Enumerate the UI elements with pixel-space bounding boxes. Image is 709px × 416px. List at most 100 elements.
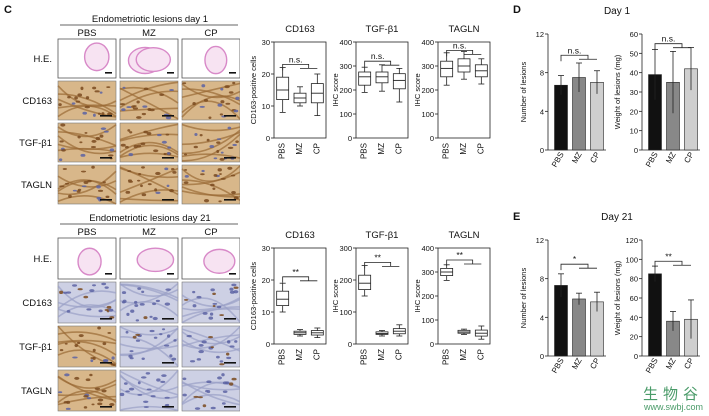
dab-positive-cell bbox=[83, 295, 89, 299]
nucleus bbox=[166, 403, 170, 407]
y-tick-label: 30 bbox=[262, 38, 270, 47]
nucleus bbox=[155, 191, 161, 195]
nucleus bbox=[196, 295, 202, 299]
nucleus bbox=[159, 333, 163, 336]
ihc-fiber bbox=[57, 175, 117, 188]
y-axis-label: Number of lesions bbox=[519, 62, 528, 123]
ihc-background bbox=[181, 369, 240, 412]
x-tick-label-mz: MZ bbox=[295, 143, 304, 155]
scale-bar bbox=[162, 199, 174, 201]
x-tick-label-mz: MZ bbox=[459, 349, 468, 361]
row-label-cd163: CD163 bbox=[22, 96, 52, 107]
nucleus bbox=[111, 356, 115, 360]
tissue-image-tagln-mz bbox=[119, 164, 179, 205]
tissue-image-h-e-cp bbox=[181, 38, 240, 79]
y-tick-label: 4 bbox=[540, 313, 544, 322]
box-pbs bbox=[276, 76, 290, 101]
nucleus bbox=[209, 145, 215, 148]
significance-bracket bbox=[364, 60, 392, 68]
dab-positive-cell bbox=[61, 149, 66, 152]
scale-bar bbox=[162, 362, 174, 364]
nucleus bbox=[135, 339, 141, 342]
nucleus bbox=[153, 336, 158, 339]
nucleus bbox=[210, 406, 216, 410]
tissue-image-h-e-mz bbox=[119, 237, 179, 280]
scale-bar bbox=[100, 406, 112, 408]
dab-positive-cell bbox=[59, 348, 64, 352]
dab-positive-cell bbox=[203, 99, 209, 102]
x-tick-label-cp: CP bbox=[588, 357, 601, 371]
panel-label-e: E bbox=[513, 211, 521, 223]
box-mz bbox=[457, 58, 471, 73]
nucleus bbox=[156, 133, 162, 137]
nucleus bbox=[229, 345, 235, 348]
dab-positive-cell bbox=[219, 157, 225, 161]
row-label-h-e: H.E. bbox=[34, 54, 52, 65]
dab-positive-cell bbox=[77, 93, 83, 97]
nucleus bbox=[192, 290, 196, 294]
ihc-fiber bbox=[57, 331, 117, 342]
dab-positive-cell bbox=[169, 188, 174, 193]
nucleus bbox=[166, 184, 170, 187]
dab-positive-cell bbox=[74, 376, 80, 380]
dab-positive-cell bbox=[75, 100, 81, 103]
scale-bar bbox=[224, 406, 236, 408]
y-tick-label: 0 bbox=[348, 340, 352, 349]
y-tick-label: 0 bbox=[266, 134, 270, 143]
dab-positive-cell bbox=[143, 87, 149, 91]
scale-bar bbox=[224, 318, 236, 320]
dab-positive-cell bbox=[183, 181, 189, 184]
box-pbs bbox=[358, 71, 372, 86]
dab-positive-cell bbox=[193, 395, 199, 398]
nucleus bbox=[220, 151, 224, 154]
dab-positive-cell bbox=[129, 131, 133, 134]
nucleus bbox=[149, 315, 153, 318]
nucleus bbox=[167, 146, 172, 149]
nucleus bbox=[161, 140, 167, 144]
ihc-fiber bbox=[181, 393, 240, 406]
dab-positive-cell bbox=[141, 193, 147, 197]
nucleus bbox=[209, 312, 214, 316]
dab-positive-cell bbox=[107, 332, 112, 334]
dab-positive-cell bbox=[216, 141, 221, 144]
nucleus bbox=[98, 309, 103, 313]
x-tick-label-cp: CP bbox=[312, 349, 321, 360]
column-label-cp: CP bbox=[204, 28, 217, 39]
chart-title: TGF-β1 bbox=[366, 24, 399, 35]
ihc-grid-title: Endometriotic lesions day 1 bbox=[92, 14, 208, 25]
he-lesion-outline bbox=[135, 46, 172, 73]
y-tick-label: 100 bbox=[625, 255, 638, 264]
nucleus bbox=[160, 380, 166, 383]
dab-positive-cell bbox=[165, 133, 170, 136]
nucleus bbox=[104, 286, 109, 289]
dab-positive-cell bbox=[224, 85, 230, 89]
dab-positive-cell bbox=[77, 135, 81, 139]
dab-positive-cell bbox=[102, 342, 107, 346]
nucleus bbox=[192, 304, 197, 308]
dab-positive-cell bbox=[108, 154, 114, 157]
nucleus bbox=[149, 329, 155, 333]
ihc-fiber bbox=[119, 123, 179, 141]
ihc-fiber bbox=[119, 336, 179, 367]
ihc-fiber bbox=[57, 349, 117, 365]
y-axis-label: CD163-positive cells bbox=[250, 262, 258, 331]
nucleus bbox=[122, 86, 126, 89]
nucleus bbox=[139, 303, 145, 306]
tissue-image-tagln-mz bbox=[119, 369, 179, 412]
dab-positive-cell bbox=[76, 341, 81, 345]
dab-positive-cell bbox=[219, 113, 224, 116]
dab-positive-cell bbox=[206, 138, 210, 142]
column-label-mz: MZ bbox=[142, 227, 156, 238]
box-chart-day1-cd163: CD163 0 10 20 30 CD163-positive cells PBS MZ CP n… bbox=[250, 24, 327, 159]
nucleus bbox=[165, 116, 172, 120]
dab-positive-cell bbox=[146, 132, 152, 136]
ihc-fiber bbox=[181, 88, 240, 106]
dab-positive-cell bbox=[106, 86, 111, 89]
nucleus bbox=[103, 130, 109, 133]
nucleus bbox=[108, 308, 114, 312]
dab-positive-cell bbox=[208, 336, 213, 339]
nucleus bbox=[150, 395, 156, 398]
column-label-cp: CP bbox=[204, 227, 217, 238]
scale-bar bbox=[167, 72, 174, 74]
y-tick-label: 100 bbox=[339, 308, 352, 317]
